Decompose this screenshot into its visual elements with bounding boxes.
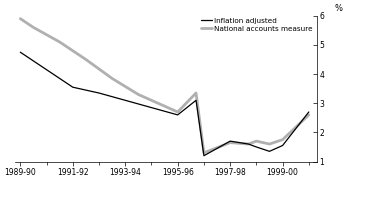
- National accounts measure: [307, 114, 311, 116]
- Inflation adjusted: [123, 99, 127, 101]
- National accounts measure: [175, 111, 180, 113]
- National accounts measure: [57, 41, 62, 43]
- National accounts measure: [228, 141, 232, 144]
- Legend: Inflation adjusted, National accounts measure: Inflation adjusted, National accounts me…: [201, 18, 313, 32]
- Inflation adjusted: [228, 140, 232, 142]
- Inflation adjusted: [267, 150, 272, 152]
- National accounts measure: [162, 105, 167, 107]
- National accounts measure: [254, 140, 259, 142]
- Inflation adjusted: [254, 146, 259, 148]
- National accounts measure: [18, 18, 23, 20]
- National accounts measure: [280, 138, 285, 141]
- Inflation adjusted: [194, 99, 198, 101]
- Inflation adjusted: [18, 51, 23, 53]
- Inflation adjusted: [149, 106, 154, 109]
- Inflation adjusted: [307, 111, 311, 113]
- Inflation adjusted: [280, 144, 285, 147]
- Inflation adjusted: [175, 114, 180, 116]
- Text: %: %: [335, 4, 343, 13]
- Inflation adjusted: [202, 154, 206, 157]
- National accounts measure: [194, 92, 198, 94]
- Inflation adjusted: [70, 86, 75, 88]
- Line: Inflation adjusted: Inflation adjusted: [20, 52, 309, 156]
- National accounts measure: [202, 152, 206, 154]
- Line: National accounts measure: National accounts measure: [20, 19, 309, 153]
- National accounts measure: [31, 26, 36, 29]
- National accounts measure: [110, 77, 114, 80]
- National accounts measure: [246, 143, 251, 145]
- National accounts measure: [84, 58, 88, 61]
- Inflation adjusted: [246, 143, 251, 145]
- National accounts measure: [267, 143, 272, 145]
- Inflation adjusted: [97, 92, 101, 94]
- National accounts measure: [136, 93, 141, 96]
